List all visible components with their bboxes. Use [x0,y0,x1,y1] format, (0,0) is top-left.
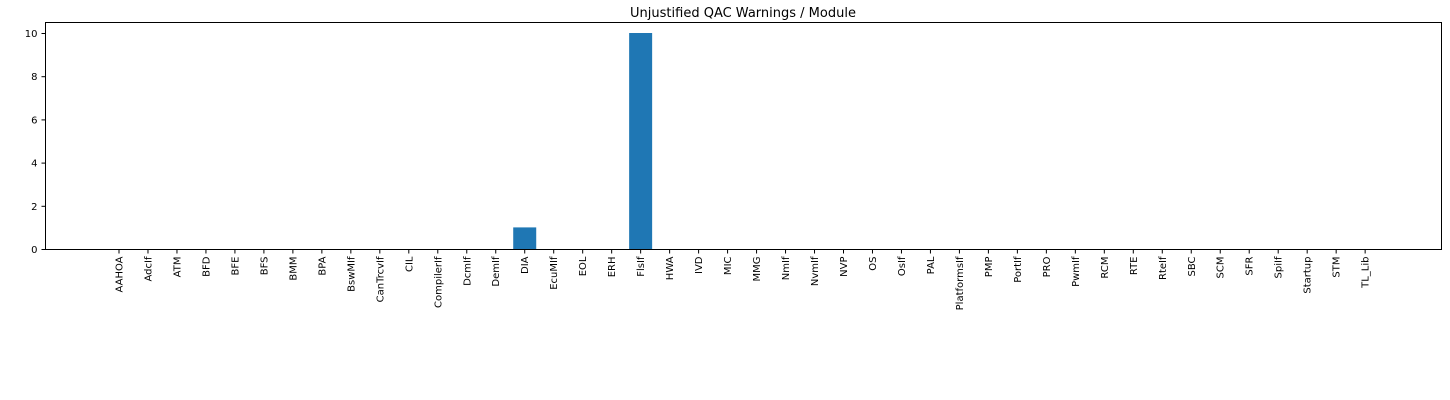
x-tick-label: BFE [230,257,241,276]
x-tick-label: RTE [1129,257,1140,276]
x-tick-label: PwmIf [1071,256,1082,287]
y-tick-label: 8 [31,72,37,83]
x-tick-label: EcuMIf [549,256,560,290]
x-axis: AAHOA AdcIf ATM BFD BFE BFS BMM BPA BswMIf CanTrc… [115,249,1372,310]
plot-frame [45,22,1442,250]
x-tick-label: CIL [404,256,415,272]
y-tick-label: 6 [31,115,37,126]
y-tick-label: 2 [31,202,37,213]
bar [513,227,537,249]
x-tick-label: NmIf [781,256,792,280]
x-tick-label: HWA [665,256,676,280]
x-tick-label: DemIf [491,256,502,287]
x-tick-label: SCM [1216,257,1227,279]
x-tick-label: ERH [607,257,618,278]
bar [629,33,653,249]
x-tick-label: RteIf [1158,256,1169,280]
x-tick-label: TL_Lib [1361,257,1372,289]
x-tick-label: IVD [694,256,705,274]
x-tick-label: CompilerIf [433,256,444,308]
x-tick-label: AdcIf [143,256,154,281]
x-tick-label: PortIf [1013,256,1024,283]
x-tick-label: SBC [1187,256,1198,276]
x-tick-label: BswMIf [346,256,357,292]
y-tick-label: 4 [31,159,37,170]
x-tick-label: FlsIf [636,256,647,277]
x-tick-label: PAL [926,256,937,274]
x-tick-label: RCM [1100,257,1111,279]
x-tick-label: OsIf [897,256,908,276]
x-tick-label: PMP [984,257,995,278]
x-tick-label: Startup [1303,257,1314,294]
x-tick-label: NVP [839,257,850,277]
y-axis: 0 2 4 6 8 10 [25,29,46,256]
x-tick-label: BFS [259,257,270,276]
x-tick-label: SFR [1245,256,1256,275]
x-tick-label: BPA [317,256,328,275]
x-tick-label: STM [1332,257,1343,278]
x-tick-label: NvmIf [810,256,821,286]
x-tick-label: CanTrcvIf [375,256,386,302]
x-tick-label: MIC [723,256,734,275]
x-tick-label: SpiIf [1274,256,1285,278]
x-tick-label: DcmIf [462,256,473,286]
x-tick-label: PlatformsIf [955,256,966,310]
y-tick-label: 10 [25,29,38,40]
chart-title: Unjustified QAC Warnings / Module [630,6,856,21]
x-tick-label: ATM [172,257,183,278]
x-tick-label: PRO [1042,256,1053,277]
x-tick-label: AAHOA [115,256,126,292]
x-tick-label: MMG [752,257,763,282]
x-tick-label: DIA [520,256,531,274]
x-tick-label: BFD [201,256,212,277]
x-tick-label: OS [868,257,879,271]
x-tick-label: BMM [288,257,299,281]
bar-series [513,33,653,249]
x-tick-label: EOL [578,256,589,276]
y-tick-label: 0 [31,245,37,256]
